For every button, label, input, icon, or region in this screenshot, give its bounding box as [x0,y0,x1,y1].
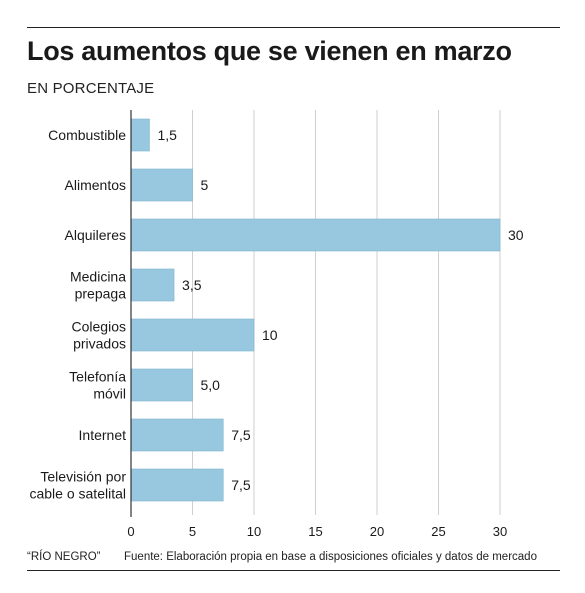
bar-6 [130,418,224,452]
bars [130,118,501,502]
bar-5 [130,368,193,402]
category-label-2: Alquileres [65,227,126,243]
value-label-0: 1,5 [157,127,177,143]
bar-7 [130,468,224,502]
bar-0 [130,118,150,152]
chart-title: Los aumentos que se vienen en marzo [27,36,512,66]
bar-3 [130,268,175,302]
bar-4 [130,318,255,352]
x-tick-label-5: 5 [189,524,196,539]
category-label-3-1: prepaga [75,286,127,302]
value-label-3: 3,5 [182,277,202,293]
footer-brand: “RÍO NEGRO” [27,551,101,563]
x-tick-label-15: 15 [308,524,322,539]
bar-1 [130,168,193,202]
x-tick-label-10: 10 [247,524,261,539]
category-label-6: Internet [79,427,127,443]
x-tick-label-25: 25 [431,524,445,539]
gridlines [192,110,501,515]
value-label-6: 7,5 [231,427,251,443]
category-label-3-0: Medicina [70,269,126,285]
bottom-rule [27,570,560,571]
x-tick-label-20: 20 [370,524,384,539]
value-label-7: 7,5 [231,477,251,493]
value-label-5: 5,0 [201,377,221,393]
category-label-7-0: Televisión por [40,469,126,485]
x-tick-label-0: 0 [127,524,134,539]
chart-subtitle: EN PORCENTAJE [27,80,155,97]
category-label-5-0: Telefonía [69,369,126,385]
x-axis: 0 5 10 15 20 25 30 [127,110,507,539]
category-label-4-0: Colegios [72,319,126,335]
bar-2 [130,218,501,252]
category-label-4-1: privados [73,336,126,352]
category-labels: CombustibleAlimentosAlquileresMedicinapr… [29,127,126,502]
category-label-7-1: cable o satelital [29,486,126,502]
value-labels: 1,5 5 30 3,5 10 5,0 7,5 7,5 [157,127,523,493]
value-label-2: 30 [508,227,524,243]
top-rule [27,27,560,28]
footer-source: Fuente: Elaboración propia en base a dis… [124,551,537,563]
value-label-4: 10 [262,327,278,343]
x-tick-label-30: 30 [493,524,507,539]
category-label-5-1: móvil [93,386,126,402]
category-label-0: Combustible [48,127,126,143]
value-label-1: 5 [201,177,209,193]
category-label-1: Alimentos [65,177,126,193]
